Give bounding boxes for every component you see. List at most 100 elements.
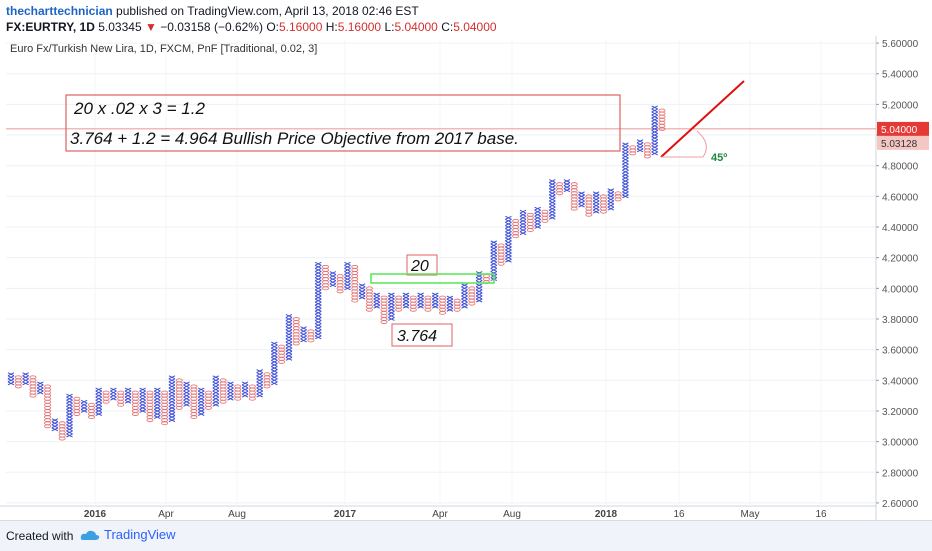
count-range-box[interactable] (370, 273, 495, 284)
pnf-o-column (658, 108, 666, 131)
x-tick-label: 2017 (334, 509, 357, 520)
pnf-o-column (146, 390, 154, 423)
y-tick-label: 2.60000 (882, 499, 919, 510)
y-tick-label: 3.00000 (882, 438, 919, 449)
pnf-x-column (36, 381, 44, 395)
y-tick-label: 4.20000 (882, 254, 919, 265)
pnf-x-column (388, 292, 395, 321)
count-label: 20 (410, 258, 429, 275)
formula-annotation[interactable]: 20 x .02 x 3 = 1.2 3.764 + 1.2 = 4.964 B… (65, 94, 621, 152)
x-axis: 2016 Apr Aug 2017 Apr Aug 2018 16 May 16 (84, 509, 827, 520)
pnf-o-column (526, 212, 534, 233)
y-tick-label: 5.20000 (882, 100, 919, 111)
pnf-o-column (263, 372, 271, 389)
publish-line: thecharttechnician published on TradingV… (6, 4, 419, 18)
pnf-x-column (548, 179, 556, 220)
author-link[interactable]: thecharttechnician (6, 4, 113, 18)
pnf-x-column (358, 283, 366, 300)
pnf-o-column (541, 209, 549, 223)
pnf-o-column (73, 396, 81, 416)
pnf-x-column (534, 206, 541, 229)
pnf-x-column (241, 381, 249, 398)
symbol-line: FX:EURTRY, 1D 5.03345 ▼ −0.03158 (−0.62%… (6, 20, 497, 34)
pnf-o-column (322, 264, 330, 291)
created-with-text: Created with (6, 529, 74, 543)
x-tick-label: 2018 (595, 509, 618, 520)
pnf-o-column (175, 378, 183, 410)
pnf-x-column (154, 387, 161, 420)
ohlc-close: 5.04000 (453, 20, 497, 34)
trend-line[interactable] (660, 80, 745, 158)
pnf-x-column (256, 369, 263, 398)
pnf-o-column (117, 390, 125, 407)
pnf-o-column (336, 274, 344, 294)
y-axis: 5.600005.400005.200005.000004.800004.600… (876, 39, 929, 510)
formula-line-1: 20 x .02 x 3 = 1.2 (73, 99, 205, 118)
pnf-o-column (453, 298, 461, 312)
pnf-x-column (475, 271, 483, 303)
x-tick-label: May (741, 509, 760, 520)
pnf-o-column (161, 390, 169, 426)
ohlc-h-label: H: (325, 20, 338, 34)
ohlc-l-label: L: (384, 20, 395, 34)
symbol-label[interactable]: FX:EURTRY, 1D (6, 20, 95, 34)
pnf-x-column (417, 292, 424, 309)
pnf-x-column (271, 341, 278, 386)
pnf-x-column (461, 283, 468, 309)
formula-line-2: 3.764 + 1.2 = 4.964 Bullish Price Object… (70, 129, 519, 148)
pnf-o-column (424, 295, 432, 312)
pnf-o-column (351, 264, 359, 303)
x-tick-label: 16 (673, 509, 685, 520)
pnf-x-column (505, 215, 512, 263)
grid-lines (0, 36, 877, 520)
pnf-o-column (44, 384, 52, 429)
chart-area[interactable]: 5.600005.400005.200005.000004.800004.600… (0, 36, 932, 520)
pnf-x-column (66, 393, 73, 438)
ohlc-low: 5.04000 (394, 20, 438, 34)
x-tick-label: Apr (432, 509, 448, 520)
pnf-o-column (14, 375, 22, 389)
pnf-x-column (519, 209, 527, 236)
x-tick-label: Apr (158, 509, 174, 520)
publish-header: thecharttechnician published on TradingV… (0, 0, 932, 36)
ohlc-open: 5.16000 (278, 20, 323, 34)
pnf-x-column (183, 381, 190, 407)
pnf-o-column (468, 286, 476, 306)
footer-bar: Created with TradingView (0, 520, 932, 551)
pnf-x-column (110, 387, 117, 401)
pnf-o-column (307, 329, 315, 343)
pnf-o-column (439, 295, 447, 315)
pnf-x-column (373, 292, 381, 309)
pnf-o-column (643, 142, 651, 159)
pnf-chart[interactable]: 5.600005.400005.200005.000004.800004.600… (0, 36, 932, 520)
last-price-tag-text: 5.04000 (881, 125, 918, 136)
base-annotation[interactable]: 3.764 (391, 323, 453, 347)
pnf-x-column (300, 326, 307, 343)
pnf-x-column (563, 179, 571, 193)
pnf-x-column (168, 375, 176, 423)
pnf-o-column (585, 194, 593, 217)
y-tick-label: 3.20000 (882, 407, 919, 418)
pnf-o-column (497, 243, 505, 266)
pnf-o-column (219, 378, 227, 404)
count-annotation[interactable]: 20 (406, 254, 438, 276)
pnf-x-column (431, 292, 439, 309)
pnf-x-column (212, 375, 220, 407)
pnf-x-column (636, 139, 644, 153)
pnf-x-column (7, 372, 15, 386)
pnf-o-column (409, 295, 417, 312)
ohlc-c-label: C: (441, 20, 454, 34)
pnf-x-column (329, 271, 337, 288)
pnf-x-column (22, 372, 29, 386)
pnf-o-column (204, 390, 213, 410)
price-change: −0.03158 (−0.62%) (160, 20, 263, 34)
ohlc-high: 5.16000 (337, 20, 382, 34)
y-tick-label: 3.60000 (882, 346, 919, 357)
pnf-o-column (87, 402, 95, 420)
y-tick-label: 5.40000 (882, 70, 919, 81)
pnf-o-column (365, 286, 373, 312)
second-price-tag-text: 5.03128 (881, 139, 918, 150)
pnf-o-column (629, 145, 637, 156)
tradingview-logo[interactable]: TradingView (80, 527, 176, 542)
pnf-columns (7, 105, 666, 441)
